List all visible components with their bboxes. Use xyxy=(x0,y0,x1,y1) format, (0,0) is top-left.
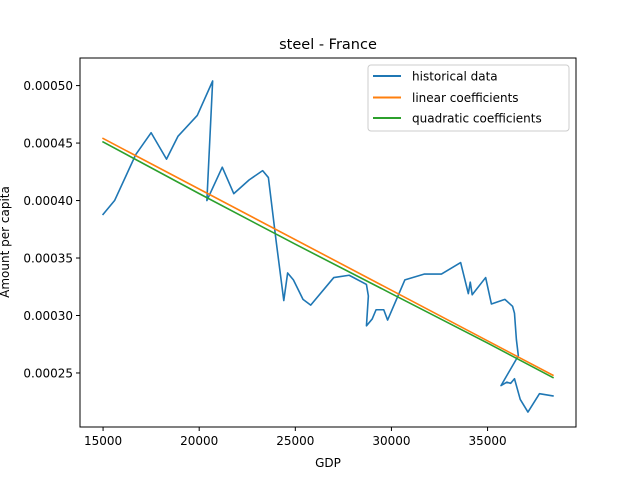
legend-label-linear: linear coefficients xyxy=(412,91,519,105)
x-tick-label: 15000 xyxy=(84,434,122,448)
x-tick-label: 35000 xyxy=(468,434,506,448)
y-tick-label: 0.00025 xyxy=(23,366,73,380)
legend: historical data linear coefficients quad… xyxy=(367,64,570,132)
legend-label-quadratic: quadratic coefficients xyxy=(412,112,542,126)
chart-title: steel - France xyxy=(279,37,377,53)
y-tick-label: 0.00040 xyxy=(23,194,73,208)
x-tick-label: 25000 xyxy=(276,434,314,448)
quadratic-coefficients-line xyxy=(101,140,555,379)
linear-coefficients-line xyxy=(101,137,555,377)
x-tick-label: 20000 xyxy=(180,434,218,448)
series-layer xyxy=(101,80,555,413)
legend-label-historical: historical data xyxy=(412,70,498,84)
axes-frame xyxy=(79,57,577,428)
y-axis-label: Amount per capita xyxy=(0,186,12,298)
x-axis-label: GDP xyxy=(315,456,341,470)
historical-data-line xyxy=(101,80,554,413)
x-axis: 15000 20000 25000 30000 35000 xyxy=(84,427,507,448)
y-axis: 0.00025 0.00030 0.00035 0.00040 0.00045 0.000… xyxy=(23,79,80,380)
y-tick-label: 0.00035 xyxy=(23,252,73,266)
legend-box xyxy=(367,64,570,132)
x-tick-label: 30000 xyxy=(372,434,410,448)
y-tick-label: 0.00045 xyxy=(23,137,73,151)
y-tick-label: 0.00050 xyxy=(23,79,73,93)
y-tick-label: 0.00030 xyxy=(23,309,73,323)
